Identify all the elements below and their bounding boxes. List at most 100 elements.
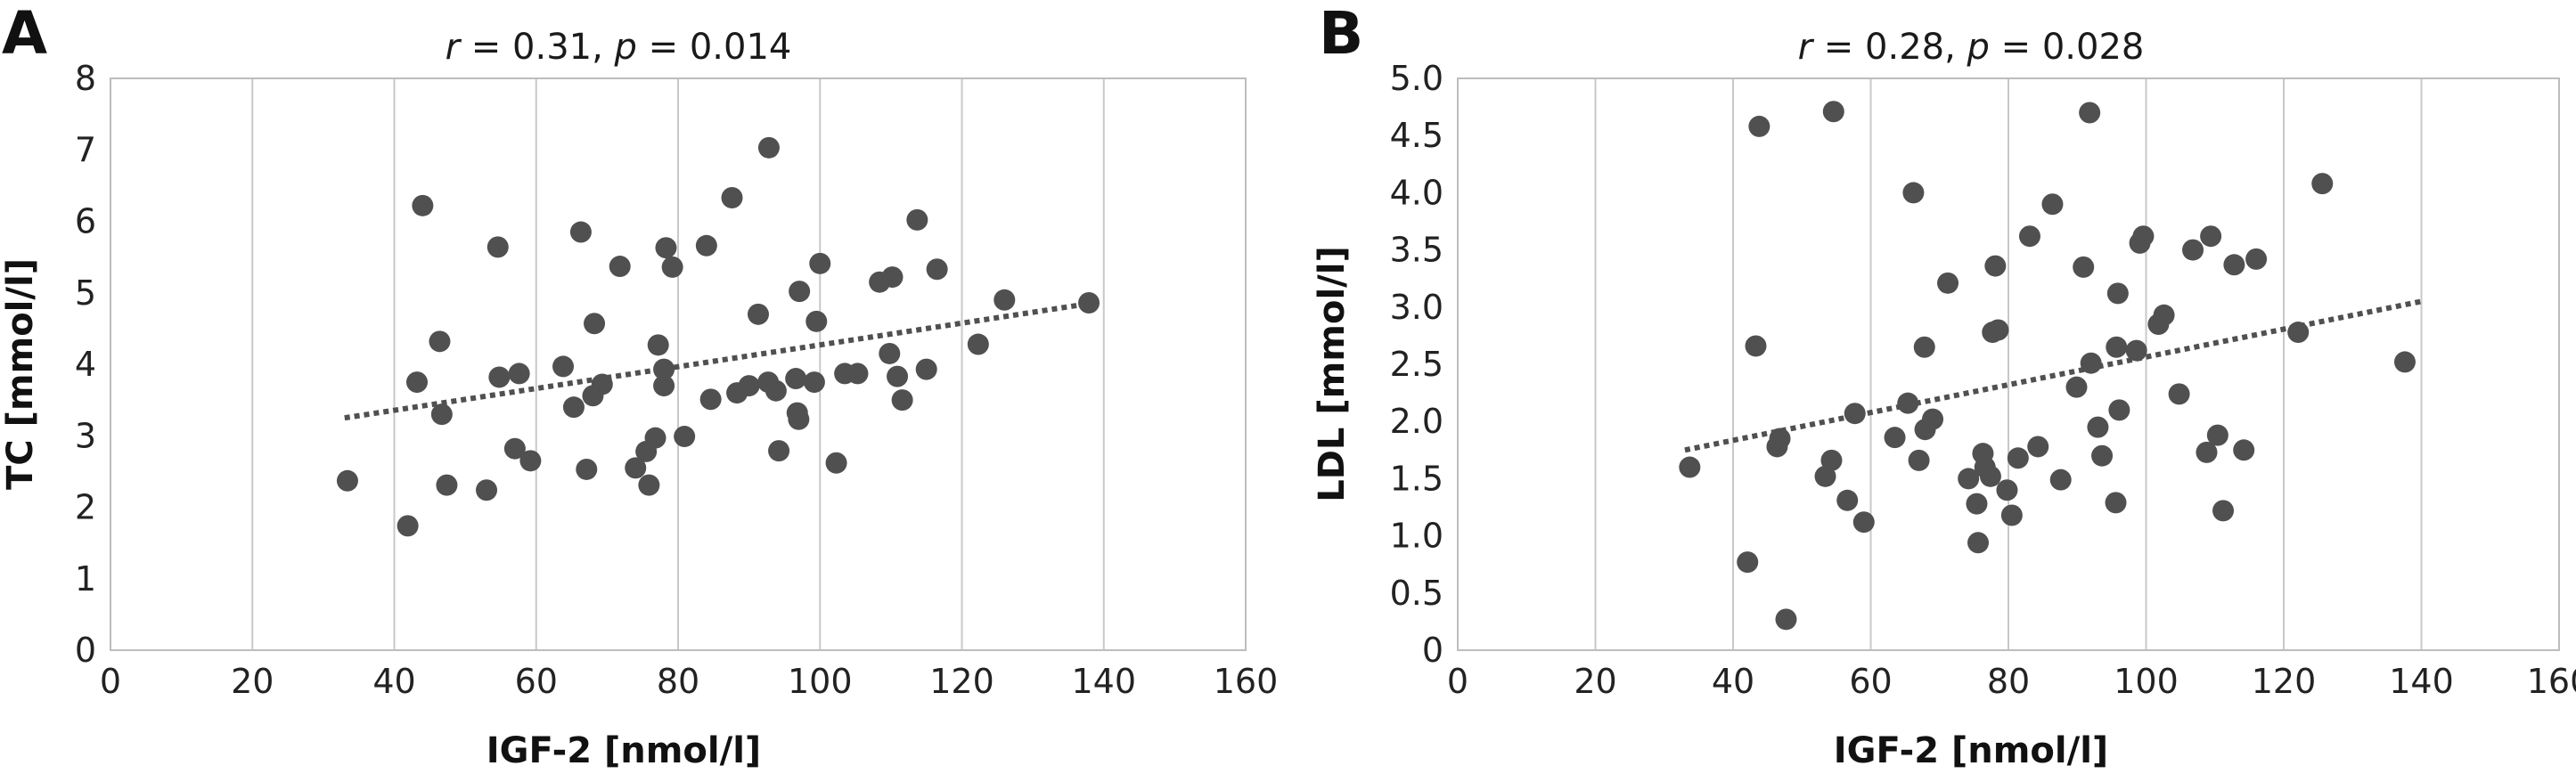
panel-b-data-point bbox=[1852, 511, 1875, 534]
panel-b-data-point bbox=[2105, 492, 2127, 514]
panel-b-data-point bbox=[2206, 424, 2228, 446]
panel-b-data-point bbox=[1884, 427, 1906, 449]
panel-b-data-point bbox=[1937, 272, 1959, 294]
panel-b-y-tick-label: 3.0 bbox=[1390, 288, 1443, 327]
panel-a-data-point bbox=[519, 450, 542, 472]
panel-b-y-tick-label: 3.5 bbox=[1390, 231, 1443, 270]
panel-b-y-tick-label: 2.5 bbox=[1390, 345, 1443, 384]
panel-b-y-tick-label: 2.0 bbox=[1390, 402, 1443, 441]
panel-b-data-point bbox=[2223, 254, 2245, 276]
panel-b-data-point bbox=[2168, 383, 2190, 405]
panel-a-x-axis-title: IGF-2 [nmol/l] bbox=[487, 730, 761, 771]
panel-a-x-tick-label: 20 bbox=[231, 662, 274, 701]
panel-a-stat-r-value: = 0.31, bbox=[460, 27, 614, 68]
panel-a-data-point bbox=[436, 474, 458, 496]
panel-b-data-point bbox=[2007, 447, 2029, 469]
panel-b-data-point bbox=[1737, 551, 1759, 574]
panel-a-data-point bbox=[915, 358, 937, 380]
panel-a-data-point bbox=[476, 479, 498, 501]
panel-a-data-point bbox=[747, 303, 769, 325]
panel-a-plot-area: 0 20 40 60 80 100 120 140 160 0 1 2 3 4 5 6 7 8 bbox=[75, 59, 1278, 701]
panel-b: B r = 0.28, p = 0.028 0 20 40 60 80 100 120 140… bbox=[1312, 0, 2576, 771]
panel-a-data-point bbox=[1078, 291, 1100, 314]
panel-a-data-point bbox=[405, 371, 428, 394]
panel-a-x-tick-label: 60 bbox=[515, 662, 558, 701]
panel-a-x-tick-label: 100 bbox=[788, 662, 853, 701]
panel-a-data-point bbox=[768, 440, 790, 462]
panel-a-data-point bbox=[738, 375, 760, 397]
panel-a-data-point bbox=[765, 379, 787, 402]
panel-a-x-tick-label: 140 bbox=[1071, 662, 1136, 701]
panel-a-data-point bbox=[757, 136, 780, 159]
panel-b-x-tick-label: 20 bbox=[1574, 662, 1616, 701]
panel-b-y-tick-label: 0.5 bbox=[1390, 574, 1443, 613]
panel-b-data-point bbox=[1987, 319, 2009, 341]
panel-a-y-tick-label: 1 bbox=[75, 559, 96, 599]
panel-b-data-point bbox=[2018, 225, 2040, 248]
panel-b-data-point bbox=[1836, 489, 1859, 511]
panel-b-x-axis-title: IGF-2 [nmol/l] bbox=[1834, 730, 2108, 771]
panel-b-data-point bbox=[2106, 336, 2128, 358]
panel-a-data-point bbox=[674, 426, 696, 448]
panel-b-data-point bbox=[2000, 504, 2023, 526]
panel-b-data-point bbox=[1922, 408, 1944, 430]
panel-a-data-point bbox=[846, 363, 869, 385]
panel-b-data-point bbox=[1775, 608, 1797, 631]
panel-b-data-point bbox=[2027, 436, 2049, 458]
panel-b-stat-p-symbol: p bbox=[1967, 27, 1990, 68]
panel-b-data-point bbox=[1748, 115, 1770, 137]
panel-b-data-point bbox=[2393, 351, 2416, 373]
panel-b-x-tick-label: 0 bbox=[1447, 662, 1468, 701]
panel-a-y-tick-label: 2 bbox=[75, 488, 96, 527]
panel-b-data-point bbox=[2245, 248, 2268, 270]
panel-b-data-point bbox=[1908, 449, 1930, 471]
panel-a-data-point bbox=[653, 375, 675, 397]
panel-b-data-point bbox=[2108, 399, 2130, 421]
panel-a-data-point bbox=[591, 373, 613, 395]
panel-a-data-point bbox=[576, 458, 598, 480]
panel-a-letter: A bbox=[2, 0, 47, 68]
panel-b-data-point bbox=[2049, 468, 2072, 491]
panel-a-x-tick-label: 80 bbox=[657, 662, 699, 701]
panel-b-data-point bbox=[2065, 376, 2088, 398]
panel-b-data-point bbox=[2073, 256, 2095, 278]
panel-b-data-point bbox=[1984, 255, 2007, 277]
panel-b-data-point bbox=[2287, 322, 2310, 344]
panel-b-stats: r = 0.28, p = 0.028 bbox=[1798, 27, 2145, 68]
panel-b-stat-r-value: = 0.28, bbox=[1812, 27, 1967, 68]
panel-a-data-point bbox=[789, 281, 811, 303]
panel-b-x-tick-label: 60 bbox=[1849, 662, 1892, 701]
panel-b-data-point bbox=[1822, 101, 1844, 123]
panel-a-data-point bbox=[430, 403, 453, 426]
panel-a-data-point bbox=[879, 342, 901, 364]
panel-a-trendline bbox=[344, 300, 1091, 421]
panel-b-data-point bbox=[2153, 304, 2175, 326]
panel-b-y-tick-label: 4.5 bbox=[1390, 116, 1443, 155]
panel-b-y-tick-label: 1.0 bbox=[1390, 517, 1443, 556]
panel-a-data-point bbox=[881, 266, 904, 289]
panel-a-data-point bbox=[569, 221, 592, 243]
panel-b-y-tick-label: 1.5 bbox=[1390, 459, 1443, 498]
panel-a-data-point bbox=[809, 252, 831, 274]
panel-b-y-axis-title: LDL [mmol/l] bbox=[1312, 246, 1353, 502]
panel-a-data-point bbox=[488, 366, 511, 388]
panel-a-stat-p-symbol: p bbox=[614, 27, 637, 68]
panel-a-x-tick-label: 40 bbox=[372, 662, 415, 701]
panel-b-data-point bbox=[1967, 532, 1990, 554]
panel-a-data-point bbox=[397, 515, 419, 537]
panel-b-letter: B bbox=[1319, 0, 1363, 68]
panel-b-data-point bbox=[1820, 449, 1843, 471]
panel-a-y-tick-label: 8 bbox=[75, 59, 96, 98]
panel-a-data-point bbox=[503, 437, 526, 460]
panel-a-data-point bbox=[584, 313, 606, 335]
panel-a-data-point bbox=[661, 256, 683, 278]
panel-b-data-point bbox=[1897, 392, 1919, 414]
panel-a-data-point bbox=[994, 289, 1016, 311]
panel-b-data-point bbox=[2200, 225, 2222, 248]
panel-a-data-point bbox=[647, 334, 669, 356]
panel-a-data-point bbox=[638, 474, 660, 496]
panel-a-data-point bbox=[655, 237, 677, 259]
panel-b-data-point bbox=[1844, 403, 1866, 425]
panel-b-data-point bbox=[1769, 428, 1791, 450]
